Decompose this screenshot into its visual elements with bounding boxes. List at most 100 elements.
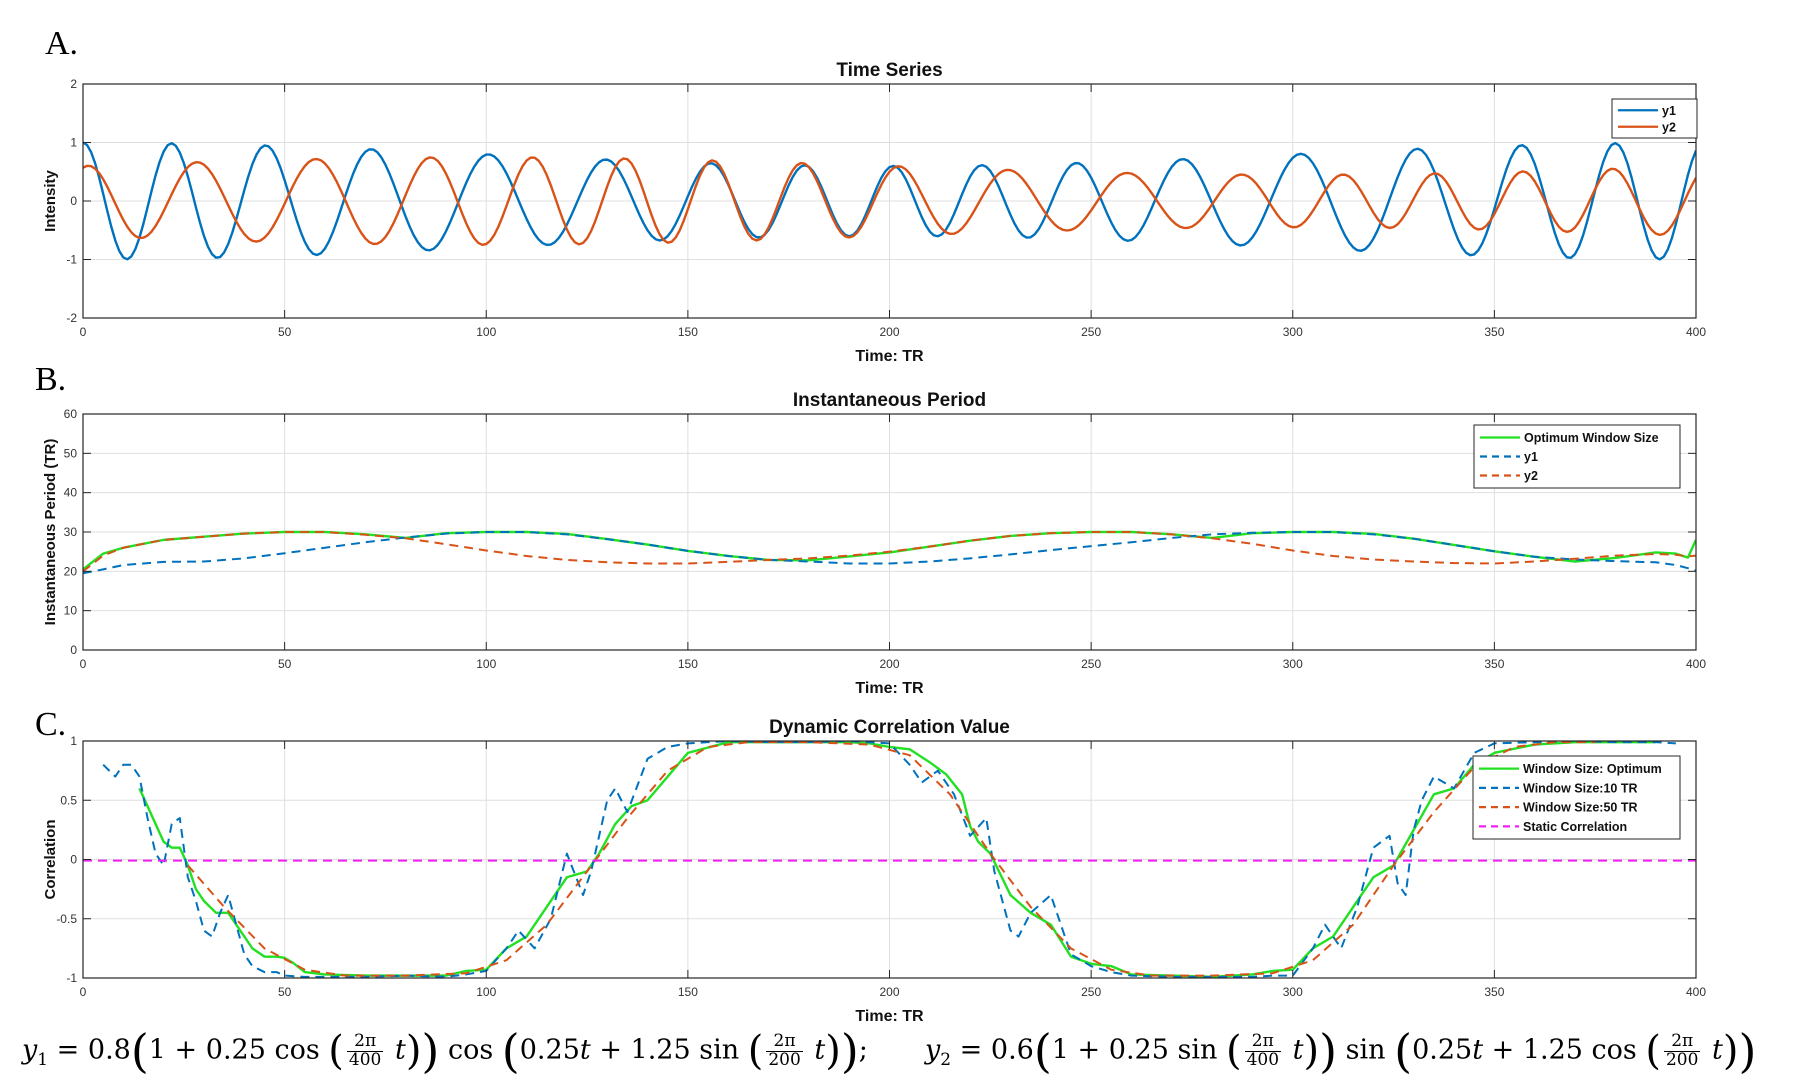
- y-tick-label: 0.5: [60, 793, 77, 807]
- series-line-y2: [83, 156, 1696, 246]
- parenthesis: ): [1303, 1028, 1320, 1074]
- x-tick-label: 350: [1484, 325, 1504, 339]
- x-tick-label: 150: [678, 657, 698, 671]
- fraction-numerator: 2π: [354, 1030, 377, 1051]
- series-line-window-size-50-tr: [187, 741, 1596, 977]
- equation-coefficient: 0.8: [87, 1034, 131, 1066]
- x-tick-label: 100: [476, 325, 496, 339]
- fraction-bar: [1244, 1050, 1282, 1052]
- x-axis-label: Time: TR: [855, 1008, 924, 1025]
- panel-letter: A.: [45, 25, 78, 62]
- parenthesis: ): [840, 1024, 859, 1078]
- equations: y1 = 0.8(1 + 0.25 cos (2π 400 t)) cos (0.…: [0, 1022, 1794, 1088]
- x-tick-label: 200: [879, 985, 899, 999]
- math-symbol: t: [1712, 1034, 1723, 1066]
- x-tick-label: 300: [1283, 985, 1303, 999]
- equation-coefficient: 0.6: [990, 1034, 1034, 1066]
- fraction-numerator: 2π: [773, 1030, 796, 1051]
- y-tick-label: 1: [70, 136, 77, 150]
- x-axis-label: Time: TR: [855, 348, 924, 365]
- equation-tail: ;: [858, 1034, 868, 1066]
- series-line-y1: [83, 141, 1696, 261]
- legend-box: [1611, 98, 1698, 139]
- y-tick-label: 10: [64, 604, 78, 618]
- fraction-denominator: 200: [1665, 1049, 1699, 1070]
- legend: Window Size: Optimum Window Size:10 TR Win…: [1472, 755, 1681, 840]
- equation-lhs: y: [925, 1034, 941, 1066]
- x-tick-label: 300: [1283, 657, 1303, 671]
- x-tick-label: 0: [80, 657, 87, 671]
- equation-function: sin: [1177, 1034, 1218, 1066]
- equation-function: cos: [274, 1034, 320, 1066]
- fraction-numerator: 2π: [1251, 1030, 1274, 1051]
- parenthesis: (: [1033, 1024, 1052, 1078]
- panel-instantaneous-period: B. 0 50 100 150 200 250 300 350 400 0 10 20 30 40 50 60 I…: [35, 361, 1706, 697]
- y-axis-label: Instantaneous Period (TR): [42, 439, 59, 626]
- parenthesis: ): [1738, 1024, 1757, 1078]
- x-tick-label: 150: [678, 985, 698, 999]
- series-line-y2: [83, 531, 1696, 573]
- math-symbol: t: [1292, 1034, 1304, 1066]
- legend-label: Window Size:50 TR: [1523, 801, 1637, 815]
- y-tick-label: 0: [70, 194, 77, 208]
- x-tick-label: 50: [278, 657, 292, 671]
- equation-y2: y2 = 0.6(1 + 0.25 sin (2π 400 t)) sin (0.…: [925, 1024, 1757, 1078]
- equation-function: cos: [1591, 1034, 1637, 1066]
- panel-letter: B.: [35, 361, 66, 398]
- series-group: [83, 141, 1696, 261]
- fraction-denominator: 400: [1246, 1049, 1280, 1070]
- fraction-bar: [766, 1050, 803, 1052]
- legend-label: Optimum Window Size: [1524, 431, 1659, 445]
- x-tick-label: 50: [278, 325, 292, 339]
- y-tick-label: 0: [70, 643, 77, 657]
- parenthesis: (: [1225, 1028, 1242, 1074]
- legend-label: y1: [1524, 450, 1538, 464]
- fraction-denominator: 400: [348, 1049, 382, 1070]
- x-tick-label: 100: [476, 985, 496, 999]
- x-tick-label: 400: [1686, 325, 1706, 339]
- chart-title: Time Series: [836, 60, 942, 81]
- y-tick-label: 60: [64, 407, 78, 421]
- math-symbol: t: [394, 1034, 406, 1066]
- parenthesis: (: [130, 1024, 149, 1078]
- panel-dynamic-correlation: C. 0 50 100 150 200 250 300 350 400 -1 -0.5 0 0.5 1 Dyn…: [35, 706, 1706, 1025]
- legend-label: Static Correlation: [1523, 820, 1627, 834]
- y-axis-label: Intensity: [42, 170, 59, 232]
- x-tick-label: 400: [1686, 985, 1706, 999]
- equation-lhs: y: [22, 1034, 38, 1066]
- x-tick-label: 0: [80, 985, 87, 999]
- x-tick-label: 250: [1081, 657, 1101, 671]
- legend: Optimum Window Size y1 y2: [1473, 424, 1681, 489]
- fraction-numerator: 2π: [1671, 1030, 1694, 1051]
- y-tick-label: -0.5: [56, 912, 77, 926]
- x-tick-label: 150: [678, 325, 698, 339]
- equation-y1: y1 = 0.8(1 + 0.25 cos (2π 400 t)) cos (0.…: [22, 1024, 868, 1078]
- y-tick-label: -1: [66, 971, 77, 985]
- legend-label: y2: [1524, 469, 1538, 483]
- parenthesis: (: [1645, 1028, 1661, 1074]
- y-tick-label: -2: [66, 311, 77, 325]
- parenthesis: ): [825, 1028, 841, 1074]
- panel-letter: C.: [35, 706, 66, 743]
- series-line-window-size-10-tr: [102, 741, 1676, 978]
- equation-function: cos: [447, 1034, 494, 1066]
- y-axis-label: Correlation: [42, 819, 59, 899]
- x-axis-label: Time: TR: [855, 680, 924, 697]
- equation-subscript: 2: [940, 1049, 952, 1070]
- x-tick-label: 400: [1686, 657, 1706, 671]
- series-line-y1: [83, 531, 1696, 575]
- x-tick-label: 200: [879, 657, 899, 671]
- legend-label: Window Size: Optimum: [1523, 762, 1662, 776]
- legend-label: y1: [1662, 104, 1676, 118]
- panel-time-series: A. 0 50 100 150 200 250 300 350 400 -2 -1 0 1 2 Time Se…: [42, 25, 1706, 365]
- x-tick-label: 250: [1081, 985, 1101, 999]
- y-tick-label: 20: [64, 564, 78, 578]
- equation-subscript: 1: [37, 1049, 49, 1070]
- math-symbol: t: [579, 1034, 591, 1066]
- legend-label: y2: [1662, 120, 1676, 134]
- x-tick-label: 0: [80, 325, 87, 339]
- parenthesis: ): [405, 1028, 422, 1074]
- fraction-bar: [1663, 1050, 1701, 1052]
- fraction-denominator: 200: [768, 1049, 801, 1070]
